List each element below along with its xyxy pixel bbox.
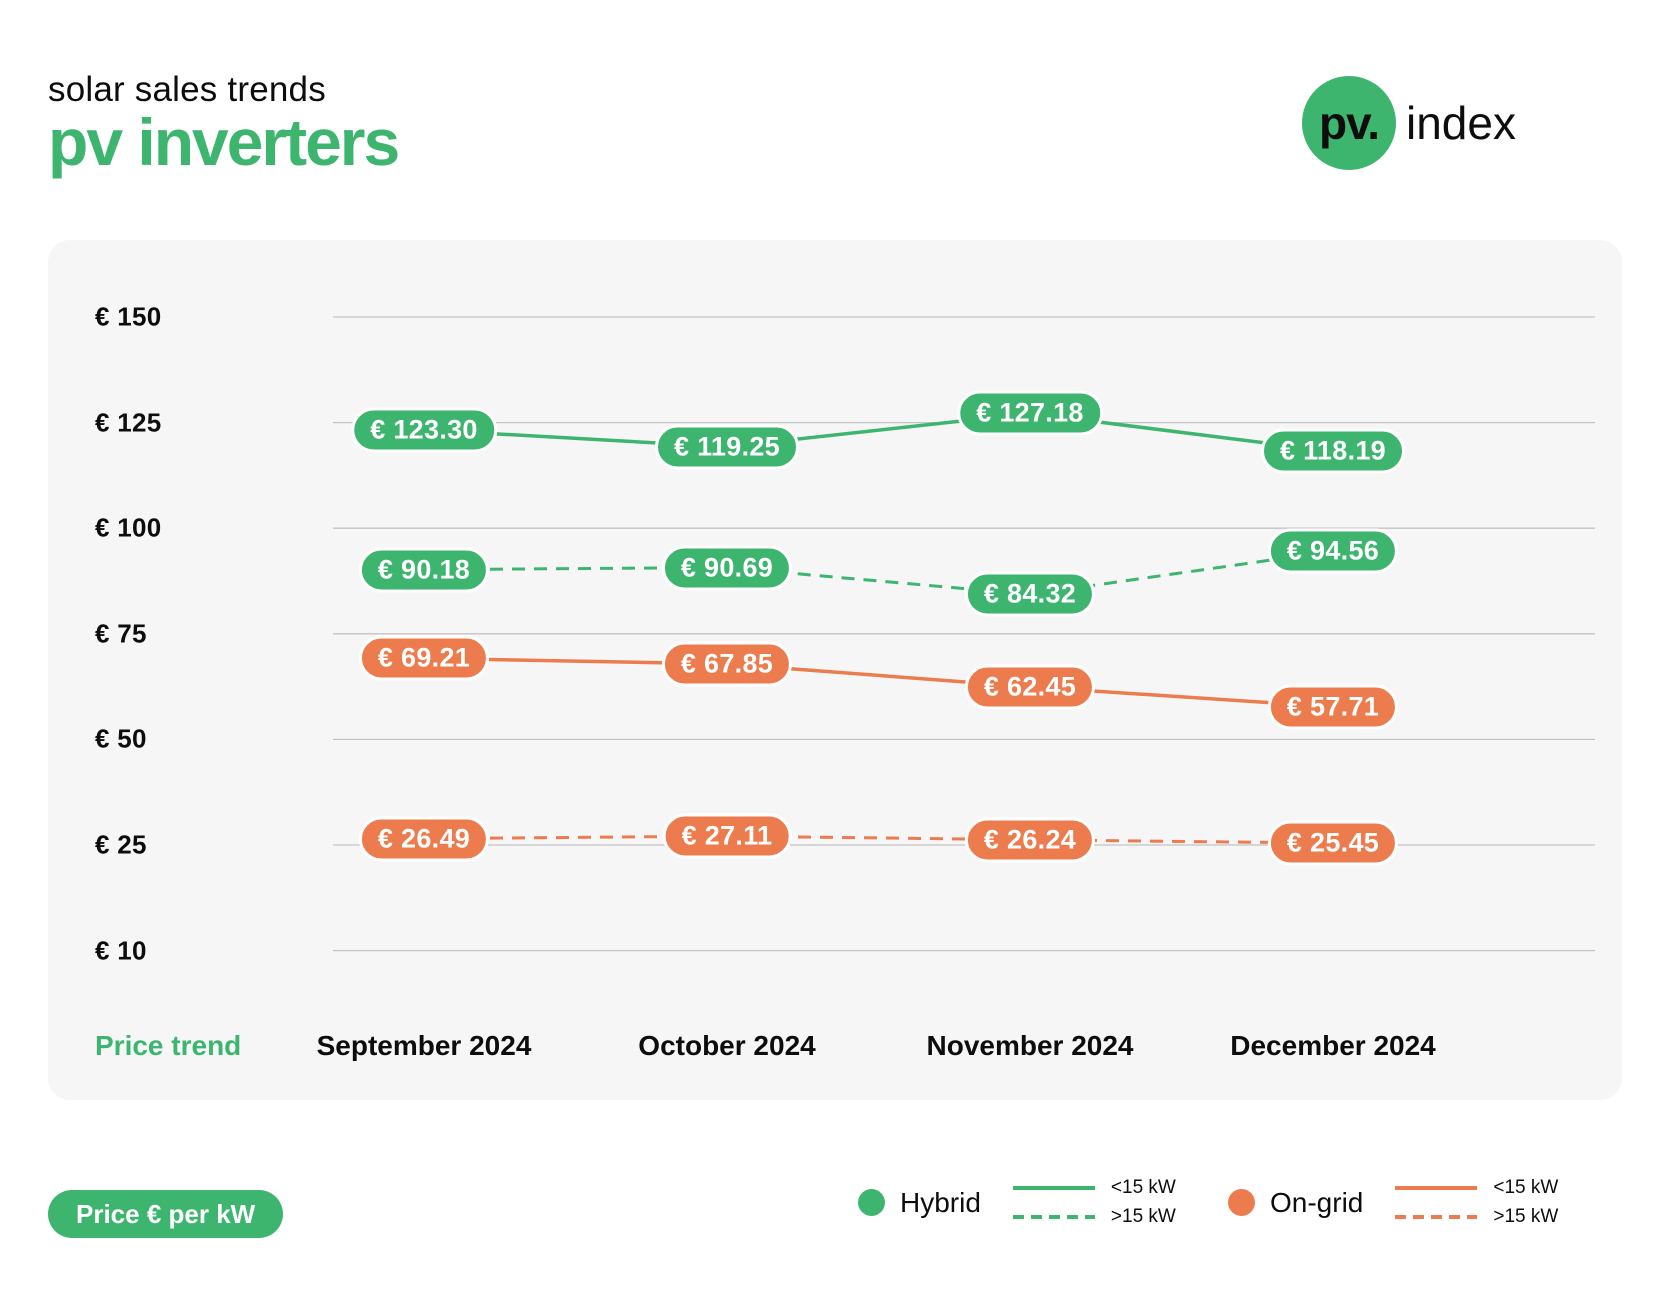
dashed-line-icon <box>1395 1215 1478 1219</box>
solid-line-icon <box>1395 1186 1478 1190</box>
legend-group-hybrid: Hybrid <15 kW >15 kW <box>858 1176 1176 1229</box>
legend-entry-label: <15 kW <box>1110 1177 1176 1198</box>
legend-entry-label: >15 kW <box>1110 1206 1176 1227</box>
dashed-line-icon <box>1012 1215 1095 1219</box>
solid-line-icon <box>1012 1186 1095 1190</box>
legend-entry: >15 kW <box>1395 1205 1558 1229</box>
legend-name-ongrid: On-grid <box>1270 1186 1364 1218</box>
logo-wordmark: index <box>1406 97 1516 149</box>
page-subtitle: solar sales trends <box>48 70 326 109</box>
unit-badge: Price € per kW <box>48 1190 284 1238</box>
legend-entry: <15 kW <box>1395 1176 1558 1200</box>
legend-entry: >15 kW <box>1012 1205 1176 1229</box>
logo-circle: pv. <box>1302 76 1396 170</box>
chart-card <box>48 240 1622 1100</box>
hybrid-dot-icon <box>858 1189 885 1216</box>
legend-samples-hybrid: <15 kW >15 kW <box>1012 1176 1176 1229</box>
legend-entry: <15 kW <box>1012 1176 1176 1200</box>
ongrid-dot-icon <box>1228 1189 1255 1216</box>
legend-name-hybrid: Hybrid <box>900 1186 981 1218</box>
page-title: pv inverters <box>48 105 400 179</box>
legend-entry-label: <15 kW <box>1493 1177 1559 1198</box>
brand-logo: pv. index <box>1302 76 1516 170</box>
legend-entry-label: >15 kW <box>1493 1206 1559 1227</box>
legend-group-ongrid: On-grid <15 kW >15 kW <box>1228 1176 1558 1229</box>
legend-samples-ongrid: <15 kW >15 kW <box>1395 1176 1558 1229</box>
